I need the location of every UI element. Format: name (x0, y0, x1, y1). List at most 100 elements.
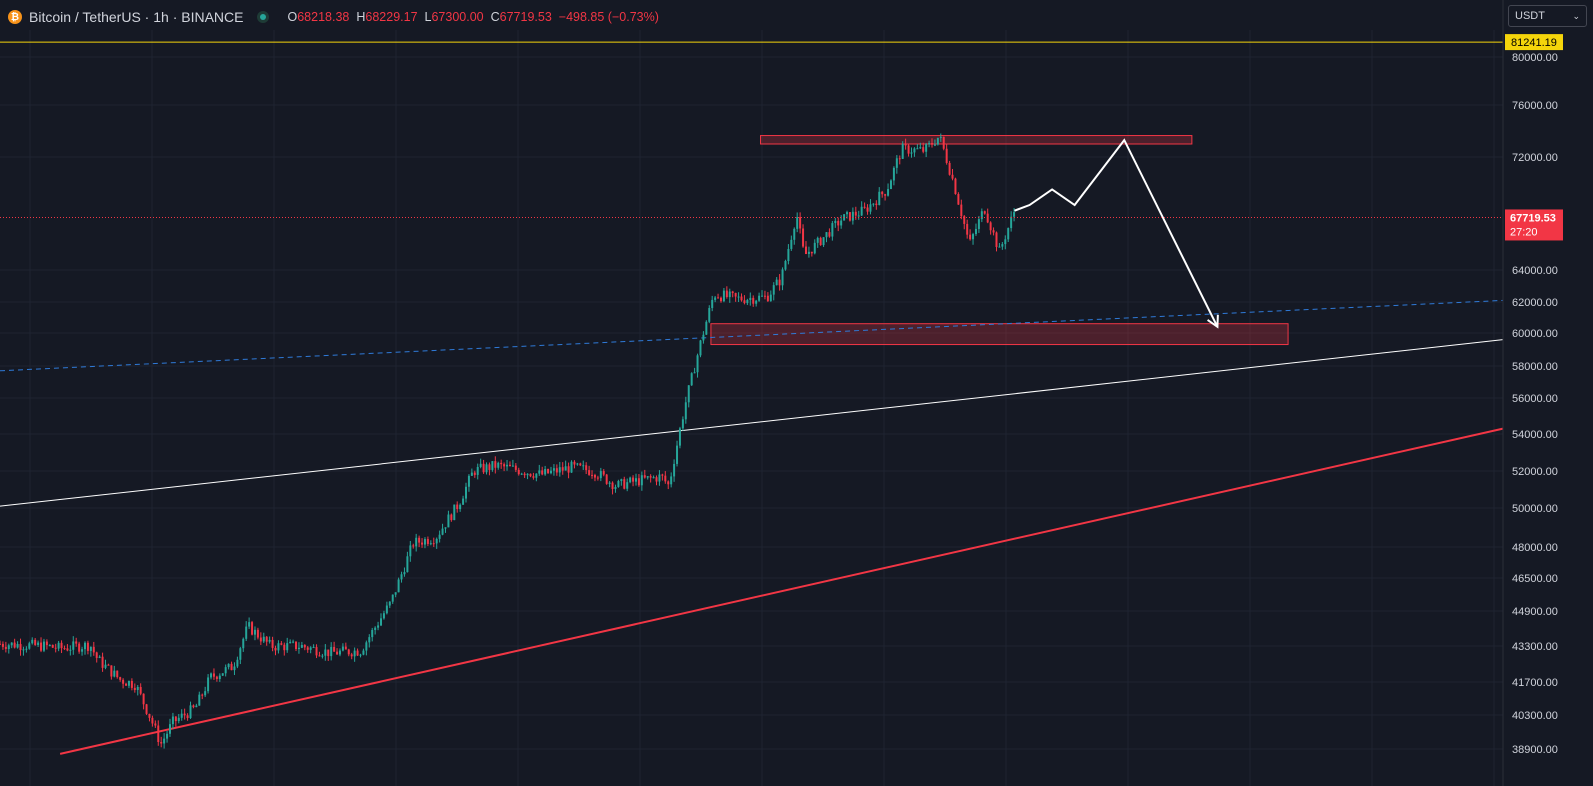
candle-body (684, 402, 687, 420)
candle-body (286, 643, 289, 651)
candle-body (412, 545, 415, 547)
candle-body (892, 167, 895, 181)
candle-body (977, 219, 980, 229)
price-tick-label: 46500.00 (1512, 573, 1558, 585)
candle-body (183, 713, 186, 716)
candle-body (933, 144, 936, 146)
price-tick-label: 62000.00 (1512, 297, 1558, 309)
candle-body (541, 470, 544, 475)
candle-body (585, 465, 588, 471)
candle-body (488, 464, 491, 470)
candle-body (969, 234, 972, 240)
candle-body (907, 145, 910, 154)
candle-body (655, 477, 658, 482)
candle-body (989, 222, 992, 231)
candle-body (939, 136, 942, 138)
candle-body (954, 178, 957, 195)
price-tick-label: 52000.00 (1512, 466, 1558, 478)
candle-body (576, 463, 579, 465)
candle-body (860, 206, 863, 216)
candle-body (441, 528, 444, 535)
candle-body (330, 646, 333, 657)
candle-body (447, 514, 450, 528)
candle-body (834, 220, 837, 224)
candle-body (755, 300, 758, 304)
candle-body (462, 498, 465, 505)
support-zone (710, 323, 1289, 346)
symbol-title[interactable]: Bitcoin / TetherUS · 1h · BINANCE (29, 9, 244, 25)
candle-body (271, 639, 274, 648)
candle-body (819, 237, 822, 246)
candle-body (397, 579, 400, 593)
candle-body (687, 385, 690, 403)
candle-body (544, 468, 547, 475)
candle-body (775, 279, 778, 286)
candle-body (561, 467, 564, 471)
candle-body (195, 705, 198, 708)
candle-body (359, 654, 362, 656)
candle-body (224, 667, 227, 674)
candle-body (1001, 244, 1004, 247)
candle-body (75, 641, 78, 644)
candle-body (201, 694, 204, 696)
candle-body (872, 203, 875, 205)
candle-body (898, 158, 901, 160)
candle-body (426, 539, 429, 544)
candle-body (28, 643, 31, 649)
candle-body (725, 290, 728, 298)
candle-body (403, 572, 406, 575)
candle-body (843, 214, 846, 221)
candle-body (828, 232, 831, 237)
candle-body (728, 291, 731, 298)
candle-body (769, 294, 772, 302)
candle-body (248, 622, 251, 627)
candle-body (63, 648, 66, 650)
candle-body (793, 228, 796, 240)
ohlc-low: L67300.00 (424, 10, 484, 24)
candle-body (473, 472, 476, 475)
candle-body (629, 477, 632, 483)
candle-body (983, 211, 986, 214)
candle-body (963, 216, 966, 224)
candle-body (350, 654, 353, 657)
candle-body (634, 478, 637, 482)
price-tick-label: 54000.00 (1512, 429, 1558, 441)
candle-body (526, 473, 529, 476)
candle-body (265, 636, 268, 642)
candle-body (318, 655, 321, 657)
dashed-blue-trendline (0, 299, 1504, 372)
market-open-icon (257, 11, 270, 23)
candle-body (831, 223, 834, 237)
candle-body (696, 355, 699, 373)
candle-body (25, 648, 28, 650)
candle-body (1, 643, 4, 647)
candle-body (837, 220, 840, 226)
candle-body (857, 215, 860, 217)
candle-body (321, 655, 324, 657)
candle-body (78, 643, 81, 652)
candle-body (122, 679, 125, 684)
candle-body (717, 297, 720, 299)
candle-body (107, 664, 110, 666)
candle-body (690, 373, 693, 386)
candle-body (904, 143, 907, 146)
candle-body (171, 716, 174, 725)
candle-body (277, 643, 280, 651)
candle-body (22, 649, 25, 651)
candle-body (268, 639, 271, 642)
candle-body (415, 537, 418, 547)
candle-body (95, 652, 98, 658)
candle-body (297, 647, 300, 649)
candle-body (327, 649, 330, 657)
candle-body (875, 203, 878, 206)
candle-body (664, 475, 667, 482)
candle-body (552, 468, 555, 471)
candle-body (564, 466, 567, 471)
candle-body (661, 474, 664, 476)
candle-body (1010, 216, 1013, 229)
candle-body (154, 723, 157, 726)
bitcoin-icon: ₿ (8, 10, 22, 24)
currency-button[interactable]: USDT ⌄ (1508, 5, 1587, 27)
candle-body (198, 694, 201, 706)
